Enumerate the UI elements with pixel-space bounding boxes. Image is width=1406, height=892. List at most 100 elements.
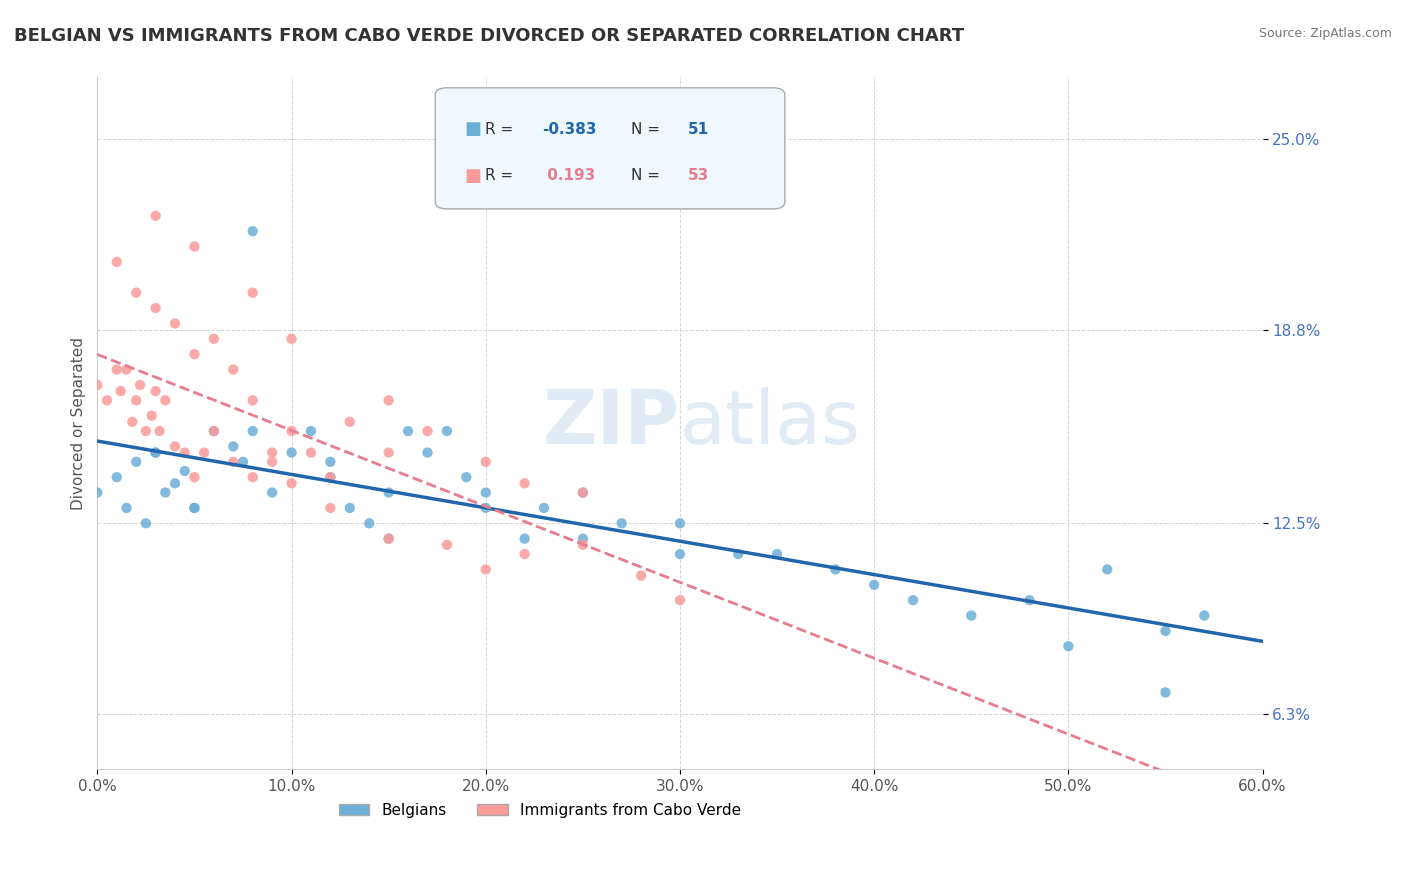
Point [513, 476, 536, 491]
Point [280, 445, 302, 459]
Text: 53: 53 [688, 169, 710, 183]
Point [105, 255, 128, 269]
Text: ■: ■ [464, 167, 481, 185]
Point [242, 424, 264, 438]
Text: 0.193: 0.193 [543, 169, 596, 183]
Point [262, 455, 284, 469]
Legend: Belgians, Immigrants from Cabo Verde: Belgians, Immigrants from Cabo Verde [333, 797, 748, 824]
Text: N =: N = [631, 122, 665, 136]
Point [280, 476, 302, 491]
Point [863, 578, 886, 592]
Point [242, 224, 264, 238]
Point [824, 562, 846, 576]
Point [121, 415, 143, 429]
Point [105, 362, 128, 376]
Text: N =: N = [631, 169, 665, 183]
Point [416, 445, 439, 459]
Point [727, 547, 749, 561]
Point [145, 445, 167, 459]
Point [377, 532, 399, 546]
Point [630, 568, 652, 582]
Point [193, 445, 215, 459]
Point [513, 547, 536, 561]
Point [232, 455, 254, 469]
Point [339, 415, 361, 429]
Point [141, 409, 163, 423]
Point [474, 500, 496, 515]
Point [222, 439, 245, 453]
Point [96, 393, 118, 408]
Point [299, 424, 322, 438]
Point [572, 538, 595, 552]
Point [183, 239, 205, 253]
Point [1018, 593, 1040, 607]
Point [319, 470, 342, 484]
Point [125, 285, 148, 300]
Point [901, 593, 924, 607]
Point [436, 538, 458, 552]
Point [183, 470, 205, 484]
Point [396, 424, 419, 438]
Point [242, 285, 264, 300]
Point [183, 500, 205, 515]
Point [513, 532, 536, 546]
Point [222, 362, 245, 376]
Point [474, 485, 496, 500]
Point [1194, 608, 1216, 623]
Point [416, 424, 439, 438]
Point [960, 608, 983, 623]
Point [173, 445, 195, 459]
Point [669, 547, 692, 561]
Point [572, 485, 595, 500]
Point [183, 347, 205, 361]
Point [262, 445, 284, 459]
Point [173, 464, 195, 478]
Text: atlas: atlas [681, 387, 860, 460]
Point [377, 532, 399, 546]
Point [202, 332, 225, 346]
Point [456, 470, 478, 484]
Point [242, 470, 264, 484]
Point [359, 516, 381, 531]
Y-axis label: Divorced or Separated: Divorced or Separated [72, 337, 86, 510]
FancyBboxPatch shape [436, 87, 785, 209]
Point [377, 445, 399, 459]
Point [377, 485, 399, 500]
Point [125, 455, 148, 469]
Point [242, 393, 264, 408]
Text: R =: R = [485, 169, 519, 183]
Point [222, 455, 245, 469]
Point [377, 393, 399, 408]
Point [262, 485, 284, 500]
Point [86, 485, 108, 500]
Point [86, 378, 108, 392]
Point [145, 384, 167, 398]
Text: ZIP: ZIP [543, 387, 681, 460]
Point [135, 516, 157, 531]
Point [163, 476, 186, 491]
Point [280, 332, 302, 346]
Point [572, 485, 595, 500]
Point [105, 470, 128, 484]
Point [145, 209, 167, 223]
Point [129, 378, 152, 392]
Point [610, 516, 633, 531]
Point [145, 445, 167, 459]
Point [572, 532, 595, 546]
Point [155, 393, 177, 408]
Point [319, 455, 342, 469]
Point [125, 393, 148, 408]
Point [163, 439, 186, 453]
Point [474, 455, 496, 469]
Point [280, 424, 302, 438]
Point [669, 516, 692, 531]
Point [135, 424, 157, 438]
Point [183, 500, 205, 515]
Point [115, 500, 138, 515]
Point [474, 562, 496, 576]
Point [436, 424, 458, 438]
Point [299, 445, 322, 459]
Text: 51: 51 [688, 122, 709, 136]
Point [148, 424, 170, 438]
Point [155, 485, 177, 500]
